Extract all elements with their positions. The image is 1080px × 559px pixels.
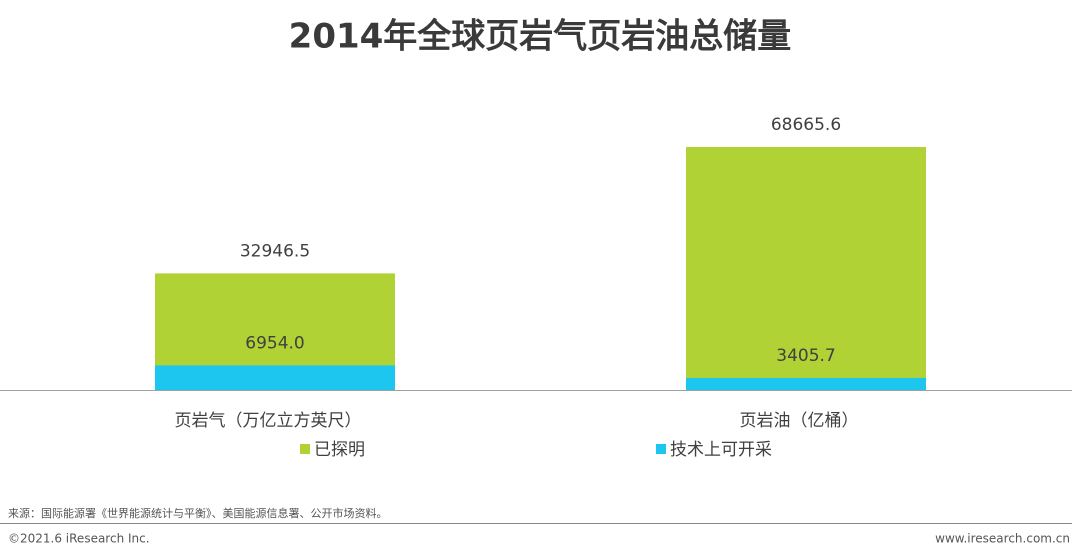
copyright: ©2021.6 iResearch Inc. <box>8 532 150 546</box>
chart-title: 2014年全球页岩气页岩油总储量 <box>289 17 792 57</box>
data-label: 6954.0 <box>245 333 304 353</box>
data-label: 3405.7 <box>776 346 835 366</box>
data-label: 32946.5 <box>240 241 310 261</box>
x-tick-label: 页岩油（亿桶） <box>740 411 859 431</box>
legend-label: 已探明 <box>314 440 365 460</box>
bar <box>686 147 926 390</box>
legend-swatch <box>656 444 666 454</box>
data-label: 68665.6 <box>771 115 841 135</box>
x-tick-label: 页岩气（万亿立方英尺） <box>175 411 362 431</box>
bar <box>686 377 926 390</box>
legend-label: 技术上可开采 <box>670 440 772 460</box>
website: www.iresearch.com.cn <box>935 532 1070 546</box>
bar <box>155 365 395 390</box>
source-note: 来源：国际能源署《世界能源统计与平衡》、美国能源信息署、公开市场资料。 <box>8 506 388 520</box>
legend-swatch <box>300 444 310 454</box>
